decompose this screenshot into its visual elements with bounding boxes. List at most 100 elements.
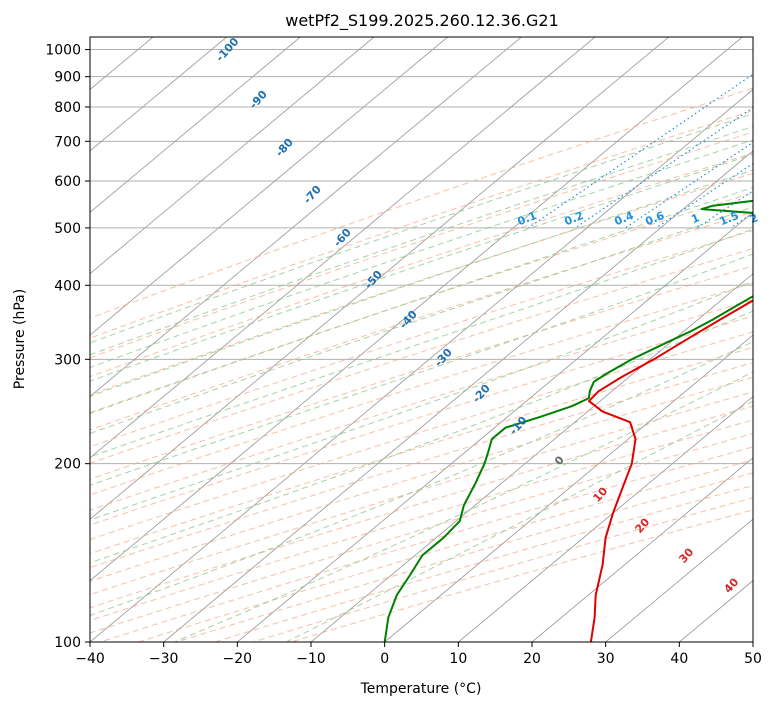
dry-adiabat-line [90,331,753,541]
dry-adiabat-label: 20 [632,515,652,535]
dry-adiabat-line [252,497,753,642]
moist-adiabat-line [174,371,753,642]
moist-adiabat-line [90,341,753,617]
mixing-ratio-label: 0.2 [563,209,586,228]
dry-adiabat-line [90,109,753,339]
isotherm-line [90,37,227,152]
isotherm-line [163,150,753,642]
plot-frame [89,36,754,643]
dry-adiabat-line [90,152,753,378]
y-tick-label: 1000 [45,43,81,59]
x-tick-label: 50 [744,651,762,667]
dry-adiabat-line [90,87,753,319]
mixing-ratio-line [528,73,753,229]
dry-adiabat-line [90,282,753,496]
y-tick-label: 800 [54,100,81,116]
y-tick-label: 500 [54,221,81,237]
isotherm-line [752,641,753,642]
y-tick-label: 300 [54,352,81,368]
dry-adiabat-line [176,472,753,642]
dry-adiabat-line [90,299,753,511]
y-tick-label: 400 [54,278,81,294]
moist-adiabat-line [90,139,753,369]
y-tick-label: 900 [54,70,81,86]
dry-adiabat-label: 30 [676,545,696,565]
mixing-ratio-label: 1 [689,211,701,226]
isotherm-line [237,211,753,642]
moist-adiabat-line [90,206,753,434]
dry-adiabat-line [90,391,753,596]
mixing-ratio-line [624,141,753,229]
isotherm-line [531,457,753,642]
x-tick-label: −30 [149,651,179,667]
y-tick-label: 200 [54,457,81,473]
isotherm-line [0,37,6,642]
y-tick-label: 700 [54,134,81,150]
moist-adiabat-line [90,280,753,521]
dry-adiabat-line [138,459,753,642]
x-axis-label: Temperature (°C) [360,681,482,697]
mixing-ratio-line [755,37,775,228]
dry-adiabat-line [90,229,753,448]
dry-adiabat-label: -50 [362,268,385,292]
dry-adiabat-line [90,432,753,634]
y-tick-label: 600 [54,174,81,190]
isotherm-line [90,37,375,275]
isotherm-line [310,273,753,642]
dry-adiabat-line [90,172,753,396]
isotherm-line [90,37,448,336]
dry-adiabat-label: -10 [507,414,530,438]
x-tick-label: 0 [380,651,389,667]
dry-adiabat-line [90,362,753,569]
dry-adiabat-label: -70 [301,183,324,207]
isotherm-line [90,37,522,398]
dry-adiabat-label: -80 [273,136,296,160]
dry-adiabat-line [90,405,753,609]
temperature-profile-line [588,299,753,642]
isotherm-line [384,334,753,642]
moist-adiabat-line [90,228,753,458]
dry-adiabat-line [90,376,753,582]
x-tick-label: 10 [449,651,467,667]
isotherm-line [605,518,753,642]
x-tick-label: −40 [75,651,105,667]
dry-adiabat-line [90,131,753,359]
dry-adiabat-label: -30 [432,346,455,370]
isotherm-line [90,88,753,642]
dry-adiabat-label: 10 [590,484,610,504]
moist-adiabat-line [286,400,753,642]
x-tick-label: −20 [223,651,253,667]
moist-adiabat-line [90,310,753,564]
chart-title: wetPf2_S199.2025.260.12.36.G21 [285,11,559,31]
moist-adiabat-line [90,186,753,414]
isotherm-line [679,580,753,642]
x-tick-label: 20 [523,651,541,667]
dry-adiabat-line [90,346,753,555]
y-tick-label: 100 [54,635,81,651]
dry-adiabat-line [90,315,753,526]
dry-adiabat-line [214,484,753,642]
dry-adiabat-line [290,509,753,642]
x-tick-label: 40 [670,651,688,667]
isotherm-line [90,37,301,213]
isotherm-line [458,395,753,642]
y-axis-label: Pressure (hPa) [12,289,28,389]
dry-adiabat-label: -90 [247,88,270,112]
mixing-ratio-label: 0.4 [613,209,636,228]
dry-adiabat-label: -40 [397,308,420,332]
isotherm-line [90,37,743,582]
mixing-ratio-line [574,106,753,229]
dry-adiabat-line [90,265,753,480]
dry-adiabat-line [90,192,753,414]
dry-adiabat-line [90,211,753,431]
dewpoint-profile-line [383,199,753,642]
isotherm-line [90,37,596,459]
isotherm-line [90,37,669,520]
x-tick-label: −10 [296,651,326,667]
dry-adiabat-line [90,248,753,464]
mixing-ratio-label: 2 [748,211,760,226]
x-tick-label: 30 [597,651,615,667]
dry-adiabat-line [90,419,753,621]
dry-adiabat-label: 0 [552,453,567,468]
